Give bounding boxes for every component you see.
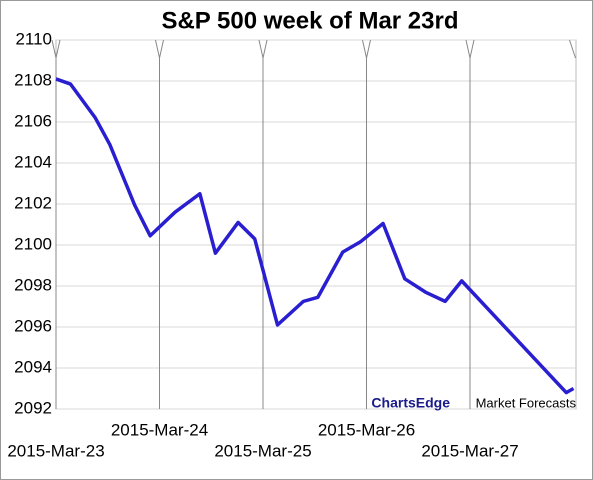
y-tick-label: 2096 [14,316,52,335]
chart-title: S&P 500 week of Mar 23rd [161,7,458,34]
line [55,77,575,395]
grid-line [258,39,268,409]
grid-line [465,39,475,409]
x-tick-label: 2015-Mar-27 [421,441,518,460]
y-tick-label: 2110 [15,29,52,48]
y-tick-label: 2102 [14,193,52,212]
x-tick-label: 2015-Mar-23 [7,441,104,460]
grid-line [155,39,164,409]
grid-line [362,39,371,409]
grid-line [51,39,61,409]
y-tick-label: 2100 [14,234,52,253]
plot-area [55,39,577,410]
x-tick-label: 2015-Mar-24 [111,420,208,439]
watermark-text: Market Forecasts [476,395,577,410]
y-tick-label: 2098 [14,275,52,294]
y-tick-label: 2104 [14,152,52,171]
x-tick-label: 2015-Mar-26 [318,420,415,439]
y-tick-label: 2092 [14,398,52,417]
y-tick-label: 2106 [14,111,52,130]
y-tick-label: 2108 [14,70,52,89]
y-tick-label: 2094 [14,357,52,376]
grid-line [569,39,576,59]
watermark-brand: ChartsEdge [371,395,450,411]
x-tick-label: 2015-Mar-25 [214,441,311,460]
